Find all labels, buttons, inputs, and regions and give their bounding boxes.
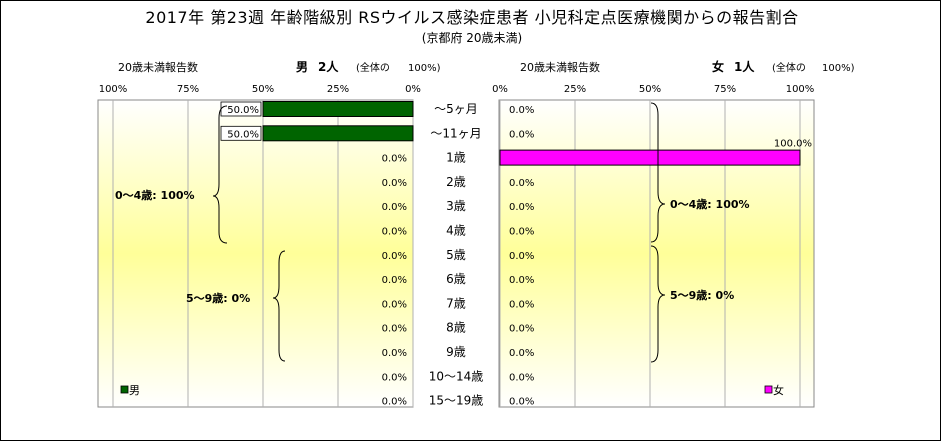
male-brace-5-9	[272, 250, 286, 362]
male-data-label: 0.0%	[382, 372, 407, 383]
male-bar	[262, 125, 414, 142]
male-header-reports: 20歳未満報告数	[118, 61, 198, 74]
female-brace-0-4	[650, 102, 666, 243]
female-data-label: 0.0%	[509, 129, 534, 140]
female-tick-label: 0%	[492, 84, 508, 95]
category-label: 9歳	[446, 345, 466, 359]
female-header-total: (全体の	[772, 61, 806, 74]
male-data-label: 50.0%	[227, 129, 259, 140]
male-data-label: 0.0%	[382, 227, 407, 238]
male-data-label: 0.0%	[382, 178, 407, 189]
male-legend-swatch	[120, 385, 129, 394]
page-subtitle: (京都府 20歳未満)	[421, 31, 523, 45]
category-label: 8歳	[446, 321, 466, 335]
category-label: 4歳	[446, 224, 466, 238]
female-header-name: 女	[712, 59, 724, 74]
male-data-label: 0.0%	[382, 275, 407, 286]
male-plot-area	[97, 99, 414, 408]
female-bar	[499, 149, 801, 166]
category-label: ～5ヶ月	[434, 102, 478, 116]
male-data-label: 0.0%	[382, 154, 407, 165]
female-data-label: 0.0%	[509, 397, 534, 408]
female-tick-label: 100%	[786, 84, 815, 95]
category-label: 5歳	[446, 248, 466, 262]
female-data-label: 0.0%	[509, 227, 534, 238]
male-group-label-5-9: 5～9歳: 0%	[186, 291, 250, 305]
female-brace-5-9	[650, 245, 666, 363]
female-header-pct: 100%)	[822, 63, 855, 74]
male-bar	[262, 101, 414, 117]
male-data-label: 0.0%	[382, 324, 407, 335]
male-legend-label: 男	[129, 384, 140, 397]
female-legend-swatch	[764, 385, 773, 394]
category-label: ～11ヶ月	[430, 126, 481, 140]
female-plot-area	[498, 99, 815, 408]
female-header-reports: 20歳未満報告数	[520, 61, 600, 74]
male-header-name: 男	[296, 60, 308, 74]
female-data-label: 0.0%	[509, 178, 534, 189]
female-data-label: 0.0%	[509, 105, 534, 116]
female-data-label: 100.0%	[774, 139, 812, 150]
category-label: 6歳	[446, 272, 466, 286]
male-data-label: 0.0%	[382, 202, 407, 213]
male-tick-label: 75%	[177, 84, 199, 95]
male-group-label-0-4: 0～4歳: 100%	[115, 188, 195, 202]
male-tick-label: 0%	[405, 84, 421, 95]
male-tick-label: 100%	[99, 84, 128, 95]
female-data-label: 0.0%	[509, 275, 534, 286]
category-label: 2歳	[446, 175, 466, 189]
male-tick-label: 50%	[252, 84, 274, 95]
category-label: 1歳	[446, 151, 466, 165]
female-group-label-5-9: 5～9歳: 0%	[670, 288, 734, 302]
female-data-label: 0.0%	[509, 324, 534, 335]
female-tick-label: 25%	[564, 84, 586, 95]
category-label: 3歳	[446, 199, 466, 213]
female-data-label: 0.0%	[509, 348, 534, 359]
category-label: 10～14歳	[429, 369, 484, 383]
female-data-label: 0.0%	[509, 202, 534, 213]
male-tick-label: 25%	[327, 84, 349, 95]
category-label: 7歳	[446, 296, 466, 310]
female-data-label: 0.0%	[509, 372, 534, 383]
male-brace-0-4	[212, 105, 228, 244]
male-header-count: 2人	[318, 59, 339, 74]
male-data-label: 0.0%	[382, 299, 407, 310]
female-data-label: 0.0%	[509, 299, 534, 310]
male-data-label-box	[220, 125, 262, 141]
female-data-label: 0.0%	[509, 251, 534, 262]
male-data-label: 50.0%	[227, 105, 259, 116]
female-group-label-0-4: 0～4歳: 100%	[670, 197, 750, 211]
page-title: 2017年 第23週 年齢階級別 RSウイルス感染症患者 小児科定点医療機関から…	[145, 8, 799, 27]
female-tick-label: 50%	[639, 84, 661, 95]
male-header-pct: 100%)	[408, 63, 441, 74]
category-label: 15～19歳	[429, 394, 484, 408]
male-data-label: 0.0%	[382, 348, 407, 359]
male-data-label: 0.0%	[382, 251, 407, 262]
male-data-label: 0.0%	[382, 397, 407, 408]
female-legend-label: 女	[773, 383, 784, 397]
female-tick-label: 75%	[714, 84, 736, 95]
male-header-total: (全体の	[356, 61, 390, 74]
female-header-count: 1人	[734, 59, 755, 74]
